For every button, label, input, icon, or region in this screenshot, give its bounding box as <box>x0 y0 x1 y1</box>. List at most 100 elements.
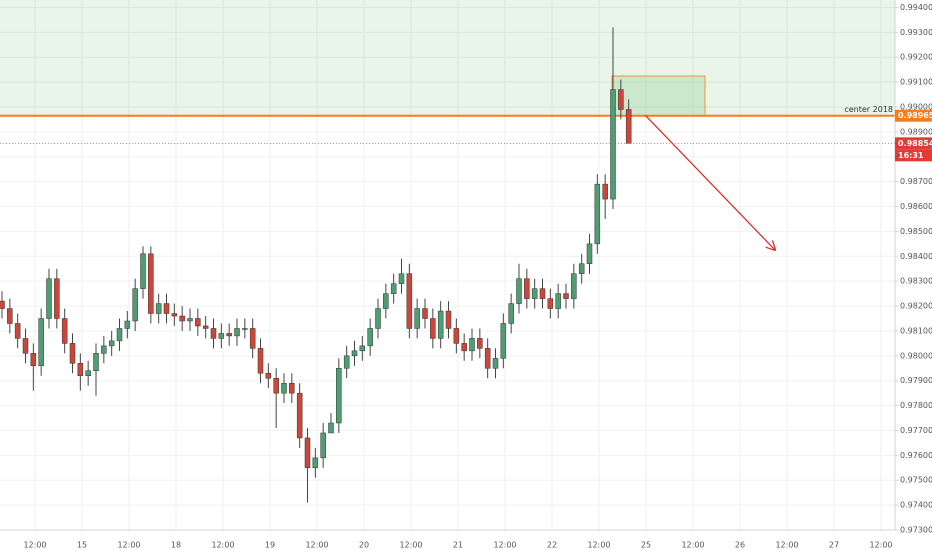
candle-body <box>367 328 373 347</box>
forecast-arrow <box>644 114 775 250</box>
candle-body <box>602 183 608 200</box>
target-box <box>611 75 706 117</box>
x-tick-label: 18 <box>171 541 181 550</box>
candle-body <box>187 318 193 322</box>
y-tick-label: 0.97700 <box>900 426 932 435</box>
candle-body <box>343 355 350 369</box>
candle-body <box>304 437 311 469</box>
candle-body <box>563 293 569 299</box>
candle-body <box>171 313 178 317</box>
candle-body <box>281 382 287 394</box>
candle-body <box>406 273 413 329</box>
candle-body <box>38 318 44 367</box>
candle-body <box>492 358 499 369</box>
y-tick-label: 0.99400 <box>900 3 932 12</box>
candles <box>0 27 632 503</box>
candle-body <box>430 318 436 339</box>
candle-body <box>508 303 514 324</box>
candle-body <box>155 303 162 314</box>
candle-body <box>85 370 91 376</box>
candle-body <box>124 320 131 329</box>
candle-body <box>140 253 146 289</box>
candle-body <box>594 183 601 245</box>
candle-body <box>242 328 248 330</box>
candle-body <box>351 350 358 357</box>
candle-body <box>328 422 334 434</box>
candle-body <box>108 340 115 347</box>
level-label-bg <box>895 109 932 122</box>
candle-body <box>77 363 84 376</box>
candle-body <box>477 338 483 349</box>
y-tick-label: 0.99100 <box>900 78 932 87</box>
y-tick-label: 0.97500 <box>900 476 932 485</box>
candle-body <box>61 318 68 344</box>
y-tick-label: 0.98100 <box>900 326 932 335</box>
x-tick-label: 20 <box>359 541 369 550</box>
x-tick-label: 22 <box>547 541 557 550</box>
y-tick-label: 0.97600 <box>900 451 932 460</box>
candle-body <box>437 310 444 339</box>
candle-body <box>500 323 507 359</box>
x-tick-label: 19 <box>265 541 275 550</box>
candle-body <box>469 338 475 352</box>
last-price-label: 0.98854 <box>898 139 932 148</box>
candle-body <box>312 457 319 469</box>
grid <box>0 0 895 531</box>
x-tick-label: 12:00 <box>681 541 704 550</box>
x-tick-label: 26 <box>735 541 745 550</box>
candle-body <box>69 343 76 364</box>
candle-body <box>202 325 209 329</box>
candle-body <box>531 288 538 299</box>
x-tick-label: 12:00 <box>117 541 140 550</box>
candle-body <box>414 308 420 329</box>
candle-body <box>555 293 561 309</box>
candle-body <box>195 318 201 327</box>
x-tick-label: 27 <box>829 541 839 550</box>
y-tick-label: 0.98500 <box>900 227 932 236</box>
candle-body <box>383 293 389 309</box>
candle-body <box>289 382 295 394</box>
candle-body <box>610 89 616 200</box>
candle-body <box>320 432 326 459</box>
overlay <box>644 114 775 250</box>
axes: 0.97300 0.97400 0.97500 0.97600 0.97700 0.978… <box>23 3 932 550</box>
candle-body <box>101 345 107 354</box>
candle-body <box>0 300 5 309</box>
countdown-label: 16:31 <box>898 151 924 160</box>
y-tick-label: 0.98900 <box>900 127 932 136</box>
y-tick-label: 0.97400 <box>900 501 932 510</box>
y-tick-label: 0.98600 <box>900 202 932 211</box>
y-tick-label: 0.99000 <box>900 102 932 111</box>
candle-body <box>54 278 60 319</box>
candle-body <box>226 333 232 337</box>
level-name: center 2018 <box>844 105 893 114</box>
x-tick-label: 21 <box>453 541 463 550</box>
candle-body <box>390 283 397 294</box>
candle-body <box>93 353 99 372</box>
candle-body <box>453 328 460 344</box>
candle-body <box>336 368 342 424</box>
candle-body <box>46 278 52 319</box>
candle-body <box>445 310 452 329</box>
y-tick-label: 0.97900 <box>900 376 932 385</box>
x-tick-label: 15 <box>77 541 87 550</box>
y-tick-label: 0.98200 <box>900 302 932 311</box>
y-tick-label: 0.98400 <box>900 252 932 261</box>
candle-body <box>265 372 272 379</box>
candle-body <box>7 308 13 324</box>
zones: center 2018 <box>0 0 895 144</box>
candle-body <box>116 328 123 342</box>
candle-body <box>257 348 264 374</box>
candle-body <box>547 298 554 309</box>
last-price-label-bg <box>895 137 932 150</box>
x-tick-label: 12:00 <box>587 541 610 550</box>
y-tick-label: 0.98700 <box>900 177 932 186</box>
candle-body <box>296 392 303 439</box>
x-tick-label: 12:00 <box>399 541 422 550</box>
candle-body <box>461 343 467 352</box>
candle-body <box>571 273 577 299</box>
y-tick-label: 0.97800 <box>900 401 932 410</box>
y-tick-label: 0.98000 <box>900 351 932 360</box>
level-label: 0.98965 <box>898 111 932 120</box>
